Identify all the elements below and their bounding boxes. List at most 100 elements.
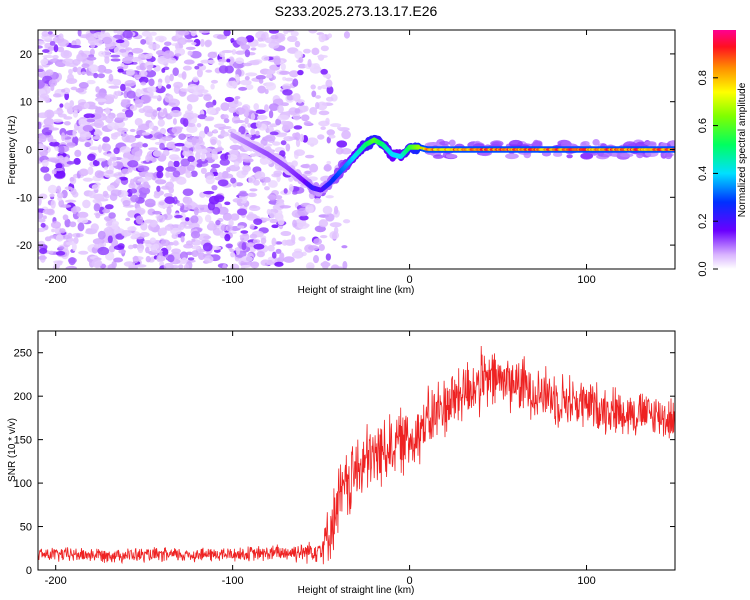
spectrogram-noise-blob [89,30,97,34]
spectrogram-noise-blob [183,263,190,269]
spectrogram-noise-blob [116,30,124,35]
spectrogram-noise-blob [168,154,180,160]
spectrogram-noise-blob [620,153,634,158]
spectrogram-noise-blob [247,192,257,198]
spectrogram-noise-blob [86,56,97,61]
spectrogram-noise-blob [125,135,137,143]
spectrogram-noise-blob [97,73,105,79]
spectrogram-noise-blob [111,134,118,140]
spectrogram-noise-blob [217,58,228,63]
spectrogram-noise-blob [268,196,275,200]
spectrogram-noise-blob [181,257,188,264]
spectrogram-noise-blob [113,147,120,155]
spectrogram-noise-blob [241,242,247,251]
spectrogram-noise-blob [266,69,273,79]
spectrogram-noise-blob [72,110,79,118]
spectrogram-noise-blob [49,193,55,198]
spectrogram-noise-blob [164,224,174,231]
spectrogram-noise-blob [205,101,214,109]
spectrogram-noise-blob [113,245,125,251]
spectrogram-noise-blob [304,154,315,159]
spectrogram-y-tick-label: -20 [16,240,32,252]
spectrogram-noise-blob [102,190,109,197]
spectrogram-noise-blob [311,47,320,56]
spectrogram-noise-blob [244,117,249,125]
spectrogram-noise-blob [133,74,142,79]
spectrogram-noise-blob [94,170,104,179]
spectrogram-x-label: Height of straight line (km) [298,285,415,296]
spectrogram-noise-blob [38,79,45,89]
spectrogram-noise-blob [156,170,164,179]
spectrogram-noise-blob [95,212,101,219]
spectrogram-noise-blob [233,97,239,105]
spectrogram-noise-blob [77,222,85,232]
spectrogram-noise-blob [191,238,196,242]
spectrogram-noise-blob [110,189,122,197]
spectrogram-noise-blob [197,63,204,67]
spectrogram-noise-blob [38,197,42,206]
spectrogram-noise-blob [315,95,321,99]
spectrogram-noise-blob [269,211,277,219]
spectrogram-noise-blob [68,257,76,266]
spectrogram-noise-blob [299,133,305,143]
spectrogram-noise-blob [190,50,202,59]
spectrogram-noise-blob [319,234,328,239]
spectrogram-noise-blob [221,49,233,54]
spectrogram-noise-blob [64,156,69,162]
spectrogram-noise-blob [174,142,185,147]
spectrogram-noise-blob [229,248,235,253]
spectrogram-noise-blob [88,64,99,73]
spectrogram-noise-blob [107,235,113,244]
spectrogram-noise-blob [180,117,186,125]
spectrogram-noise-blob [115,178,121,184]
spectrogram-noise-blob [240,79,252,86]
spectrogram-noise-blob [83,113,96,119]
spectrogram-noise-blob [223,30,231,37]
spectrogram-noise-blob [217,179,229,187]
spectrogram-noise-blob [129,178,135,186]
spectrogram-noise-blob [250,47,257,51]
spectrogram-noise-blob [664,152,673,160]
spectrogram-noise-blob [171,248,182,254]
spectrogram-noise-blob [269,123,278,128]
spectrogram-noise-blob [38,227,46,233]
spectrogram-noise-blob [271,224,279,229]
spectrogram-noise-blob [106,153,116,158]
spectrogram-noise-blob [232,198,243,203]
snr-x-label: Height of straight line (km) [298,585,415,596]
spectrogram-noise-blob [669,140,675,147]
spectrogram-noise-blob [89,146,100,151]
spectrogram-noise-blob [52,118,63,123]
spectrogram-noise-blob [297,69,304,76]
spectrogram-noise-blob [127,160,139,168]
spectrogram-noise-blob [580,152,594,160]
spectrogram-noise-blob [141,132,151,136]
spectrogram-noise-blob [312,63,320,70]
spectrogram-noise-blob [156,185,161,192]
spectrogram-noise-blob [129,105,138,112]
spectrogram-x-tick-label: -200 [45,274,67,286]
spectrogram-noise-blob [323,164,332,172]
colorbar: 0.0 0.2 0.4 0.6 0.8 Normalized spectral ampl… [697,30,748,277]
spectrogram-noise-blob [225,243,233,249]
spectrogram-noise-blob [244,76,250,81]
colorbar-tick-label: 0.8 [697,70,709,85]
spectrogram-noise-blob [200,152,206,162]
spectrogram-noise-blob [304,170,311,175]
spectrogram-noise-blob [52,54,59,60]
spectrogram-noise-blob [110,54,121,58]
spectrogram-noise-blob [269,131,279,136]
spectrogram-noise-blob [123,83,135,87]
spectrogram-x-tick-label: -100 [222,274,244,286]
spectrogram-noise-blob [249,233,258,239]
spectrogram-noise-blob [56,192,64,199]
spectrogram-noise-blob [155,50,165,56]
spectrogram-noise-blob [138,187,151,195]
spectrogram-noise-blob [164,75,171,84]
spectrogram-noise-blob [102,143,107,150]
spectrogram-noise-blob [192,76,199,83]
spectrogram-noise-blob [290,31,299,37]
spectrogram-noise-blob [235,182,244,187]
spectrogram-noise-blob [79,130,92,140]
spectrogram-noise-blob [217,206,229,215]
